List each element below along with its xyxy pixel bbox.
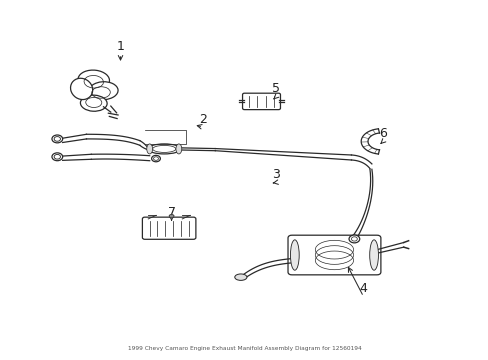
Ellipse shape <box>348 235 359 243</box>
Text: 3: 3 <box>272 168 280 181</box>
Ellipse shape <box>151 156 160 162</box>
Ellipse shape <box>146 144 152 154</box>
Circle shape <box>169 214 174 218</box>
Ellipse shape <box>80 95 107 111</box>
Text: 6: 6 <box>378 127 386 140</box>
Text: 7: 7 <box>167 206 175 219</box>
Ellipse shape <box>369 240 378 270</box>
Ellipse shape <box>52 153 62 161</box>
FancyBboxPatch shape <box>142 217 196 239</box>
FancyBboxPatch shape <box>287 235 380 275</box>
Text: 5: 5 <box>271 82 280 95</box>
Text: 2: 2 <box>199 113 207 126</box>
FancyBboxPatch shape <box>242 93 280 110</box>
Ellipse shape <box>70 78 93 100</box>
Ellipse shape <box>89 82 118 100</box>
Text: 1999 Chevy Camaro Engine Exhaust Manifold Assembly Diagram for 12560194: 1999 Chevy Camaro Engine Exhaust Manifol… <box>127 346 361 351</box>
Text: 1: 1 <box>116 40 124 53</box>
Ellipse shape <box>78 70 109 90</box>
Ellipse shape <box>52 135 62 143</box>
Ellipse shape <box>290 240 299 270</box>
Ellipse shape <box>147 144 181 154</box>
Text: 4: 4 <box>359 283 367 296</box>
Ellipse shape <box>176 144 182 154</box>
Ellipse shape <box>234 274 246 280</box>
